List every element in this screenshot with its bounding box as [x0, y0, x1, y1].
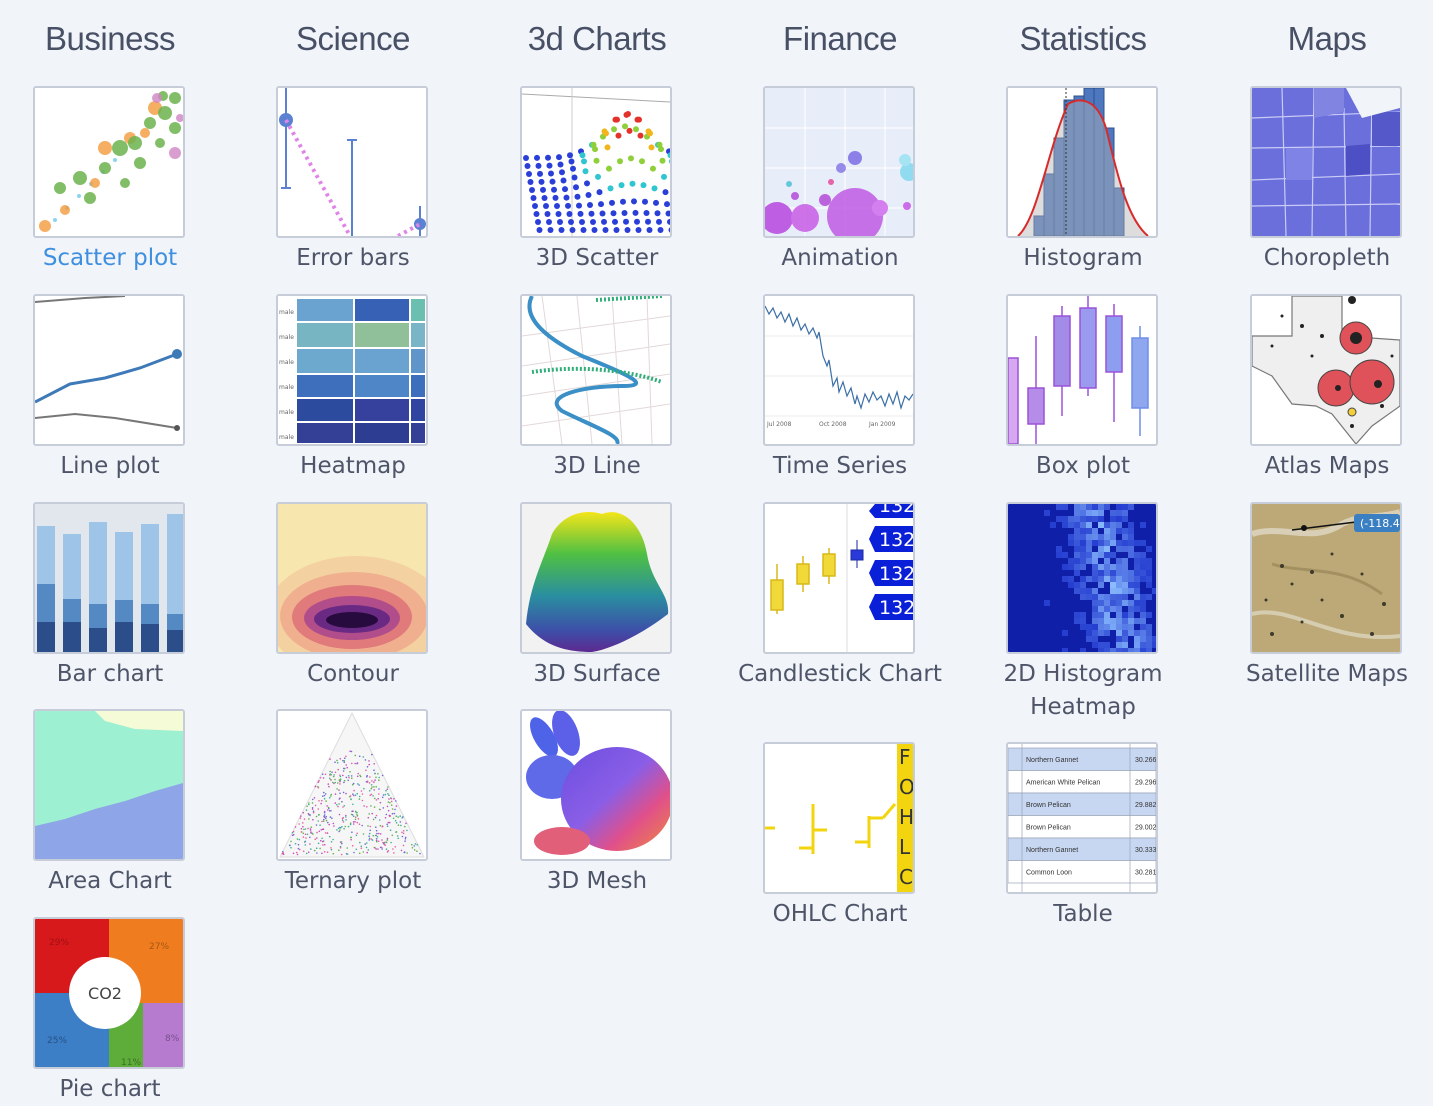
pie-center-label: CO2	[88, 984, 122, 1003]
svg-text:132: 132	[879, 597, 913, 619]
box-plot-thumbnail	[1006, 294, 1158, 446]
table-cell-value: 29.296	[1135, 780, 1156, 787]
atlas-maps-thumbnail	[1250, 294, 1402, 446]
svg-text:132: 132	[879, 504, 913, 517]
svg-text:H: H	[899, 805, 913, 829]
3d-mesh-thumbnail	[520, 709, 672, 861]
svg-text:male: male	[279, 334, 294, 341]
category-title: Statistics	[1019, 20, 1147, 57]
item-label: Animation	[781, 245, 899, 271]
error-bars-thumbnail	[276, 86, 428, 238]
item-label: Choropleth	[1263, 245, 1391, 271]
category-title: Science	[296, 20, 410, 57]
item-label: 3D Line	[553, 453, 641, 479]
item-label: 3D Mesh	[546, 868, 648, 894]
candlestick-chart-thumbnail: 132 132 132 132	[763, 502, 915, 654]
category-title: Business	[45, 20, 175, 57]
3d-surface-thumbnail	[520, 502, 672, 654]
item-label: Candlestick Chart	[738, 661, 942, 687]
table-cell-name: Brown Pelican	[1026, 825, 1071, 832]
table-cell-name: Northern Gannet	[1026, 847, 1078, 854]
item-label: Satellite Maps	[1245, 661, 1409, 687]
table-cell-value: 29.882	[1135, 802, 1156, 809]
category-title: Maps	[1287, 20, 1367, 57]
svg-text:8%: 8%	[165, 1034, 180, 1044]
table-cell-name: American White Pelican	[1026, 780, 1100, 787]
item-label: Atlas Maps	[1264, 453, 1390, 479]
item-label: Area Chart	[48, 868, 172, 894]
satellite-maps-thumbnail: (-118.4	[1250, 502, 1402, 654]
item-label: Line plot	[60, 453, 160, 479]
ohlc-chart-thumbnail: F O H L C	[763, 742, 915, 894]
heatmap-thumbnail: male male male male male male	[276, 294, 428, 446]
pie-chart-thumbnail: CO2 29% 27% 25% 11% 8%	[33, 917, 185, 1069]
item-label: Histogram	[1023, 245, 1143, 271]
item-label: Scatter plot	[42, 245, 178, 271]
svg-text:L: L	[899, 835, 911, 859]
svg-text:O: O	[899, 775, 913, 799]
svg-text:Jan 2009: Jan 2009	[868, 421, 896, 428]
svg-text:27%: 27%	[149, 942, 169, 952]
item-label: 3D Scatter	[535, 245, 659, 271]
item-label: Ternary plot	[284, 868, 422, 894]
svg-text:(-118.4: (-118.4	[1360, 517, 1400, 530]
3d-line-thumbnail	[520, 294, 672, 446]
choropleth-thumbnail	[1250, 86, 1402, 238]
table-cell-value: 29.002	[1135, 825, 1156, 832]
svg-text:male: male	[279, 384, 294, 391]
table-cell-name: Northern Gannet	[1026, 757, 1078, 764]
histogram-thumbnail	[1006, 86, 1158, 238]
svg-text:Jul 2008: Jul 2008	[766, 421, 792, 428]
item-label: OHLC Chart	[772, 901, 908, 927]
3d-scatter-thumbnail	[520, 86, 672, 238]
item-label: Pie chart	[59, 1076, 161, 1102]
area-chart-thumbnail	[33, 709, 185, 861]
table-cell-value: 30.281	[1135, 870, 1156, 877]
item-label: 3D Surface	[533, 661, 661, 687]
svg-text:male: male	[279, 359, 294, 366]
table-cell-value: 30.333	[1135, 847, 1156, 854]
svg-text:male: male	[279, 409, 294, 416]
item-label: Time Series	[772, 453, 908, 479]
time-series-thumbnail: Jul 2008 Oct 2008 Jan 2009	[763, 294, 915, 446]
item-label: 2D Histogram Heatmap	[1003, 661, 1163, 720]
item-label: Table	[1053, 901, 1113, 927]
scatter-plot-thumbnail	[33, 86, 185, 238]
item-label: Bar chart	[56, 661, 164, 687]
contour-thumbnail	[276, 502, 428, 654]
category-title: 3d Charts	[527, 20, 667, 57]
svg-text:11%: 11%	[121, 1058, 141, 1067]
animation-thumbnail	[763, 86, 915, 238]
svg-text:male: male	[279, 434, 294, 441]
svg-text:C: C	[899, 865, 913, 889]
category-title: Finance	[783, 20, 897, 57]
svg-text:Oct 2008: Oct 2008	[819, 421, 847, 428]
table-cell-name: Brown Pelican	[1026, 802, 1071, 809]
svg-text:29%: 29%	[49, 938, 69, 948]
table-cell-value: 30.266	[1135, 757, 1156, 764]
svg-text:132: 132	[879, 529, 913, 551]
item-label: Heatmap	[300, 453, 406, 479]
table-cell-name: Common Loon	[1026, 870, 1072, 877]
svg-text:male: male	[279, 309, 294, 316]
item-label: Box plot	[1035, 453, 1131, 479]
svg-text:F: F	[899, 745, 911, 769]
table-thumbnail: Northern Gannet 30.266 American White Peli…	[1006, 742, 1158, 894]
2d-histogram-heatmap-thumbnail	[1006, 502, 1158, 654]
svg-text:25%: 25%	[47, 1036, 67, 1046]
item-label: Contour	[307, 661, 399, 687]
line-plot-thumbnail	[33, 294, 185, 446]
item-label: Error bars	[296, 245, 410, 271]
bar-chart-thumbnail	[33, 502, 185, 654]
ternary-plot-thumbnail	[276, 709, 428, 861]
svg-text:132: 132	[879, 563, 913, 585]
